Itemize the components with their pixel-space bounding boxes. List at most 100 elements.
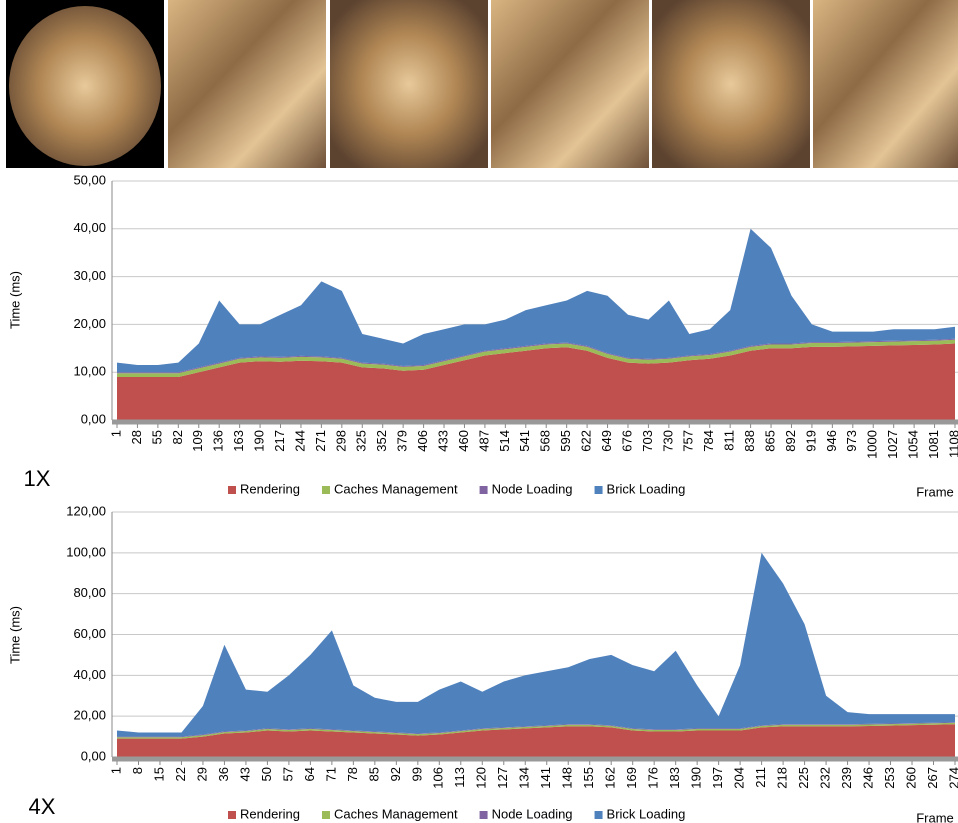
x-tick-label: 71 bbox=[323, 767, 338, 781]
thumbnail bbox=[9, 6, 161, 166]
x-tick-label: 246 bbox=[860, 767, 875, 789]
x-tick-label: 487 bbox=[476, 430, 491, 452]
x-tick-label: 1 bbox=[108, 767, 123, 774]
x-tick-label: 29 bbox=[194, 767, 209, 781]
y-tick-label: 0,00 bbox=[81, 411, 106, 426]
x-tick-label: 134 bbox=[517, 767, 532, 789]
x-tick-label: 1054 bbox=[906, 430, 921, 459]
y-tick-label: 100,00 bbox=[66, 544, 106, 559]
y-tick-label: 30,00 bbox=[73, 268, 106, 283]
legend-label: Rendering bbox=[240, 806, 300, 821]
area bbox=[117, 339, 955, 377]
x-tick-label: 106 bbox=[431, 767, 446, 789]
x-tick-label: 22 bbox=[173, 767, 188, 781]
y-tick-label: 40,00 bbox=[73, 220, 106, 235]
thumbnail bbox=[813, 0, 958, 168]
x-tick-label: 113 bbox=[452, 767, 467, 788]
x-tick-label: 260 bbox=[903, 767, 918, 789]
x-tick-label: 838 bbox=[742, 430, 757, 452]
y-tick-label: 60,00 bbox=[73, 626, 106, 641]
legend-label: Node Loading bbox=[492, 481, 573, 496]
legend-label: Caches Management bbox=[334, 806, 458, 821]
y-tick-label: 40,00 bbox=[73, 667, 106, 682]
x-tick-label: 55 bbox=[149, 430, 164, 444]
x-tick-label: 649 bbox=[599, 430, 614, 452]
x-tick-label: 217 bbox=[272, 430, 287, 452]
y-tick-label: 0,00 bbox=[81, 748, 106, 763]
x-tick-label: 298 bbox=[333, 430, 348, 452]
x-tick-label: 267 bbox=[925, 767, 940, 789]
legend-label: Caches Management bbox=[334, 481, 458, 496]
area bbox=[117, 343, 955, 420]
x-tick-label: 730 bbox=[660, 430, 675, 452]
area bbox=[117, 724, 955, 757]
panel-label: 1X bbox=[24, 466, 51, 491]
legend-swatch bbox=[228, 811, 236, 819]
legend-label: Brick Loading bbox=[607, 481, 686, 496]
x-tick-label: 148 bbox=[560, 767, 575, 789]
legend-label: Rendering bbox=[240, 481, 300, 496]
y-tick-label: 120,00 bbox=[66, 503, 106, 518]
x-tick-label: 1000 bbox=[865, 430, 880, 459]
legend-swatch bbox=[228, 486, 236, 494]
x-tick-label: 162 bbox=[603, 767, 618, 789]
x-tick-label: 919 bbox=[803, 430, 818, 452]
x-tick-label: 78 bbox=[345, 767, 360, 781]
x-tick-label: 1081 bbox=[926, 430, 941, 459]
x-tick-label: 36 bbox=[216, 767, 231, 781]
x-tick-label: 541 bbox=[517, 430, 532, 452]
x-axis-title: Frame bbox=[916, 484, 954, 499]
x-tick-label: 15 bbox=[151, 767, 166, 781]
x-tick-label: 127 bbox=[495, 767, 510, 789]
x-tick-label: 43 bbox=[237, 767, 252, 781]
x-tick-label: 82 bbox=[170, 430, 185, 444]
x-tick-label: 406 bbox=[415, 430, 430, 452]
y-tick-label: 50,00 bbox=[73, 172, 106, 187]
x-tick-label: 225 bbox=[796, 767, 811, 789]
x-tick-label: 8 bbox=[130, 767, 145, 774]
x-tick-label: 325 bbox=[354, 430, 369, 452]
x-tick-label: 1108 bbox=[946, 430, 958, 458]
area bbox=[117, 552, 955, 737]
x-tick-label: 92 bbox=[388, 767, 403, 781]
legend-swatch bbox=[322, 811, 330, 819]
area bbox=[117, 228, 955, 373]
x-tick-label: 190 bbox=[689, 767, 704, 789]
thumbnail bbox=[491, 0, 649, 168]
area bbox=[117, 722, 955, 738]
y-tick-label: 10,00 bbox=[73, 364, 106, 379]
x-tick-label: 352 bbox=[374, 430, 389, 452]
x-tick-label: 204 bbox=[732, 767, 747, 789]
x-tick-label: 64 bbox=[302, 767, 317, 781]
legend-swatch bbox=[479, 486, 488, 494]
x-tick-label: 1027 bbox=[885, 430, 900, 459]
x-tick-label: 120 bbox=[474, 767, 489, 789]
x-tick-label: 99 bbox=[409, 767, 424, 781]
y-axis-title: Time (ms) bbox=[7, 271, 22, 329]
legend-label: Node Loading bbox=[492, 806, 573, 821]
x-tick-label: 757 bbox=[681, 430, 696, 452]
x-tick-label: 622 bbox=[579, 430, 594, 452]
x-tick-label: 784 bbox=[701, 430, 716, 452]
x-tick-label: 865 bbox=[762, 430, 777, 452]
x-tick-label: 50 bbox=[259, 767, 274, 781]
x-tick-label: 1 bbox=[108, 430, 123, 437]
x-tick-label: 109 bbox=[190, 430, 205, 452]
x-tick-label: 433 bbox=[435, 430, 450, 452]
legend-swatch bbox=[594, 811, 603, 819]
x-tick-label: 892 bbox=[783, 430, 798, 452]
x-tick-label: 218 bbox=[775, 767, 790, 789]
x-tick-label: 460 bbox=[456, 430, 471, 452]
x-tick-label: 197 bbox=[710, 767, 725, 789]
area bbox=[117, 338, 955, 374]
x-tick-label: 141 bbox=[538, 767, 553, 789]
x-tick-label: 85 bbox=[366, 767, 381, 781]
x-tick-label: 232 bbox=[818, 767, 833, 789]
thumbnail bbox=[168, 0, 326, 168]
x-tick-label: 973 bbox=[844, 430, 859, 452]
x-tick-label: 136 bbox=[211, 430, 226, 452]
x-tick-label: 211 bbox=[753, 767, 768, 788]
legend-swatch bbox=[479, 811, 488, 819]
x-tick-label: 169 bbox=[624, 767, 639, 789]
x-tick-label: 274 bbox=[946, 767, 958, 789]
